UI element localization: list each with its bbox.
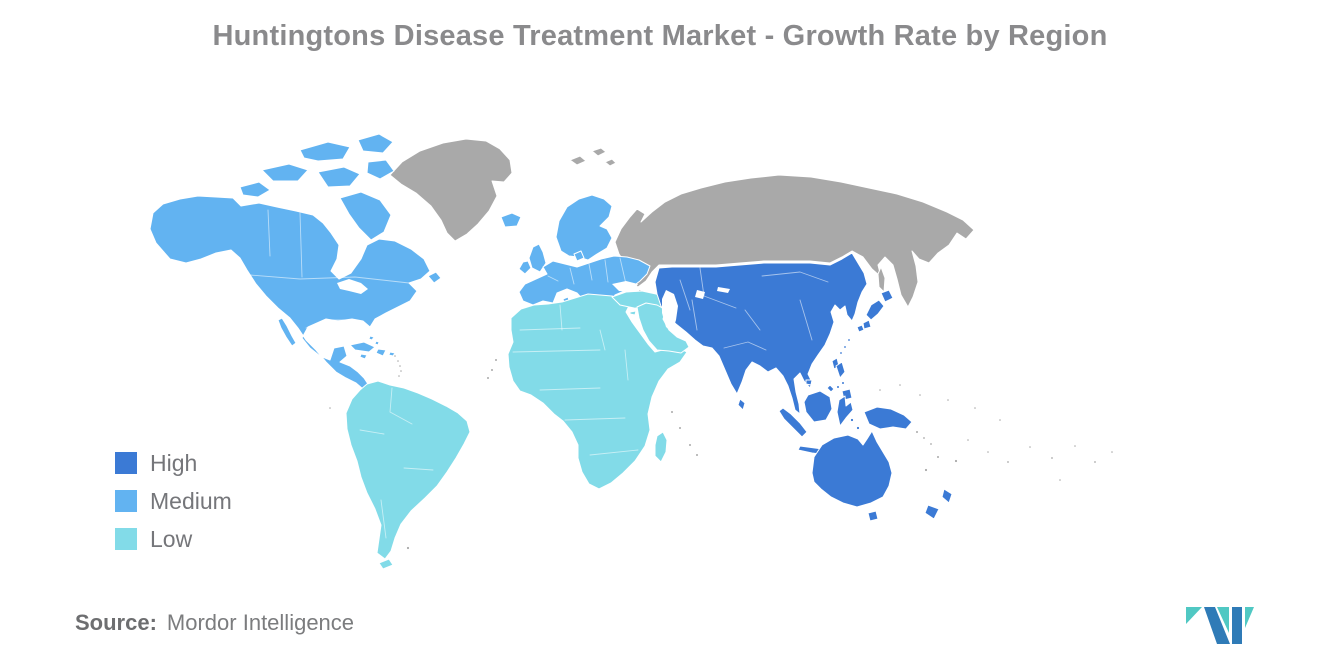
- region-north-america: [149, 195, 431, 390]
- region-philippines: [826, 361, 853, 401]
- region-baja: [277, 317, 297, 347]
- logo-blue-bar: [1232, 607, 1242, 644]
- region-asia: [654, 252, 868, 415]
- region-hainan: [805, 379, 813, 386]
- region-madagascar: [654, 431, 668, 463]
- legend-swatch-high: [115, 452, 137, 474]
- legend-swatch-low: [115, 528, 137, 550]
- logo-teal-middle-triangle: [1217, 607, 1229, 633]
- mordor-intelligence-logo: [1186, 607, 1254, 644]
- legend-swatch-medium: [115, 490, 137, 512]
- region-greenland: [389, 138, 513, 242]
- black-sea: [612, 281, 638, 292]
- region-tierra-del-fuego: [378, 558, 394, 570]
- legend-label-high: High: [150, 449, 198, 476]
- region-ireland: [518, 260, 532, 275]
- region-tasmania: [867, 510, 879, 522]
- aral-sea: [695, 290, 705, 299]
- logo-teal-left-triangle: [1186, 607, 1202, 624]
- region-caribbean-small: [359, 335, 396, 360]
- region-borneo: [803, 390, 833, 423]
- logo-teal-right-triangle: [1245, 607, 1254, 628]
- region-sri-lanka: [737, 398, 746, 411]
- logo-blue-diagonal: [1204, 607, 1230, 644]
- region-europe: [518, 255, 651, 313]
- legend-item-low: Low: [115, 525, 232, 552]
- region-new-guinea: [863, 406, 913, 430]
- region-sumatra: [778, 407, 808, 438]
- region-new-zealand: [924, 488, 953, 520]
- region-hispaniola: [375, 348, 387, 357]
- legend-label-low: Low: [150, 525, 193, 552]
- country-borders: [249, 209, 829, 539]
- map-regions-low: [345, 290, 690, 570]
- page-title: Huntingtons Disease Treatment Market - G…: [212, 20, 1108, 52]
- great-lakes: [337, 279, 368, 294]
- legend-label-medium: Medium: [150, 487, 232, 514]
- lake-balkhash: [717, 287, 730, 293]
- source-line: Source: Mordor Intelligence: [75, 610, 354, 636]
- legend-item-medium: Medium: [115, 487, 232, 514]
- inland-seas: [337, 279, 730, 332]
- map-regions-high: [654, 252, 953, 522]
- region-baffin: [339, 191, 392, 241]
- legend: High Medium Low: [115, 449, 232, 566]
- map-regions-medium: [149, 133, 651, 390]
- region-arctic-islands: [239, 133, 395, 198]
- region-africa: [507, 293, 688, 490]
- region-sulawesi: [836, 395, 854, 427]
- region-denmark: [573, 250, 585, 262]
- region-sakhalin: [877, 266, 886, 293]
- legend-item-high: High: [115, 449, 232, 476]
- region-scandinavia: [555, 194, 613, 261]
- region-newfoundland: [427, 271, 442, 284]
- region-cuba: [349, 341, 376, 353]
- caspian-sea: [662, 290, 678, 332]
- source-text: Mordor Intelligence: [166, 610, 355, 635]
- region-svalbard: [569, 147, 617, 167]
- region-russia: [614, 174, 975, 308]
- source-label: Source:: [75, 610, 157, 635]
- region-cyprus: [629, 310, 637, 316]
- region-iceland: [500, 212, 522, 228]
- region-south-america: [345, 380, 471, 560]
- region-korea-japan: [856, 289, 894, 333]
- region-australia: [811, 430, 893, 508]
